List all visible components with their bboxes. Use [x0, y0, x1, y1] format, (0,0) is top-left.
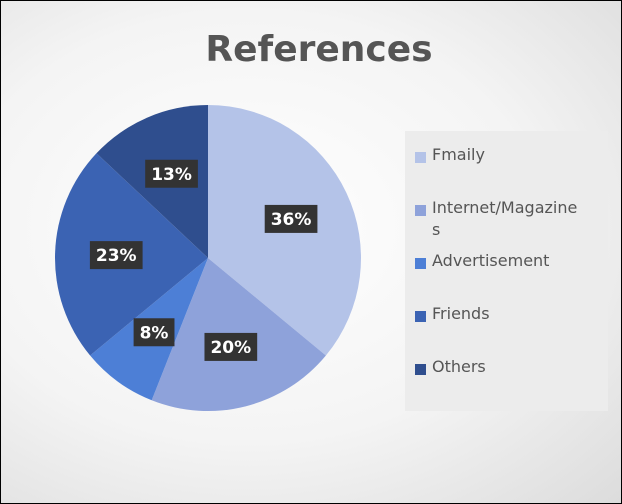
data-label-text: 13%	[151, 165, 192, 185]
legend: Fmaily Internet/Magazines Advertisement Fri…	[405, 131, 608, 411]
legend-label: Friends	[432, 304, 490, 323]
legend-label: Fmaily	[432, 145, 485, 164]
legend-item: Internet/Magazines	[415, 198, 608, 253]
legend-swatch	[415, 364, 426, 375]
data-label	[145, 159, 198, 188]
legend-swatch	[415, 258, 426, 269]
data-label	[89, 241, 143, 270]
data-label	[204, 332, 258, 361]
data-label	[264, 204, 318, 233]
data-label-box	[145, 159, 198, 188]
legend-item: Friends	[415, 304, 608, 359]
data-label-box	[204, 332, 258, 361]
legend-swatch	[415, 205, 426, 216]
data-label-text: 20%	[210, 338, 251, 358]
chart-title: References	[205, 29, 432, 70]
legend-label: Internet/Magazines	[432, 198, 578, 239]
data-label-text: 23%	[96, 246, 137, 266]
data-label-box	[89, 241, 143, 270]
legend-item: Fmaily	[415, 145, 608, 200]
legend-label: Advertisement	[432, 251, 550, 270]
legend-swatch	[415, 311, 426, 322]
legend-label: Others	[432, 357, 486, 376]
data-label-text: 36%	[271, 210, 312, 230]
legend-swatch	[415, 152, 426, 163]
legend-item: Others	[415, 357, 608, 412]
data-label-box	[264, 204, 318, 233]
data-label-box	[133, 318, 175, 347]
data-label-text: 8%	[140, 323, 169, 343]
data-label	[133, 318, 175, 347]
legend-item: Advertisement	[415, 251, 608, 306]
